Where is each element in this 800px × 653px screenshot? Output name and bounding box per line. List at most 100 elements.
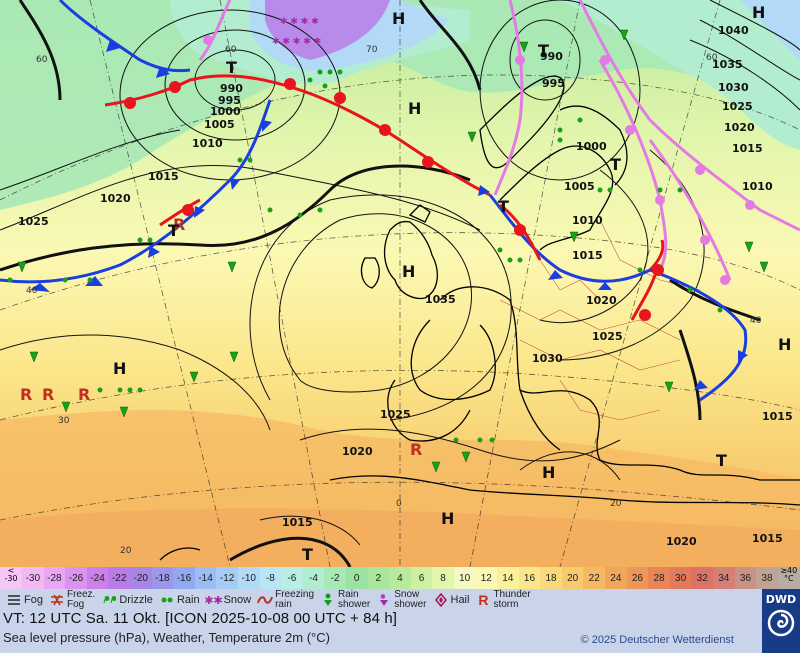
fog-icon (6, 593, 22, 607)
svg-text:20: 20 (610, 499, 622, 509)
scale-cell: 6 (410, 567, 433, 589)
legend-freezing-rain: Freezing rain (257, 590, 314, 610)
hail-icon (433, 593, 449, 607)
scale-cell: -18 (151, 567, 174, 589)
svg-text:60: 60 (225, 45, 237, 55)
low-center: T (610, 155, 621, 174)
isobars (0, 0, 800, 546)
svg-text:40: 40 (750, 316, 762, 326)
legend-rain: Rain (159, 593, 200, 607)
isobar-label-1020e: 1020 (666, 535, 697, 548)
svg-text:30: 30 (58, 416, 70, 426)
scale-cell: 24 (605, 567, 627, 589)
scale-cell: 22 (583, 567, 606, 589)
scale-cell: -26 (65, 567, 87, 589)
isobar-label-1025b: 1025 (380, 408, 411, 421)
scale-cell: -10 (237, 567, 260, 589)
svg-text:✱ ✱ ✱ ✱ ✱: ✱ ✱ ✱ ✱ ✱ (272, 37, 321, 47)
info-panel: VT: 12 UTC Sa. 11 Okt. [ICON 2025-10-08 … (0, 610, 762, 653)
rain-shower-icon (320, 593, 336, 607)
legend-snow: ✱✱ Snow (204, 594, 252, 607)
weather-legend: Fog Freez. Fog Drizzle Rain ✱✱ Snow Freez… (0, 589, 762, 611)
legend-thunderstorm: R Thunder storm (475, 590, 530, 610)
copyright: © 2025 Deutscher Wetterdienst (580, 634, 734, 646)
isobar-label-1035b: 1035 (712, 58, 743, 71)
isobar-label-1015d: 1015 (732, 142, 763, 155)
weather-symbols: ✱ ✱ ✱ ✱ ✱ ✱ ✱ ✱ ✱ R R RRR (7, 17, 769, 473)
isobar-label-1020c: 1020 (586, 294, 617, 307)
low-center: T (498, 197, 509, 216)
scale-cell: -24 (86, 567, 109, 589)
scale-cell: -8 (259, 567, 282, 589)
svg-text:R: R (20, 385, 32, 404)
legend-drizzle: Drizzle (101, 593, 153, 607)
svg-text:70: 70 (366, 45, 378, 55)
scale-cell: -12 (216, 567, 238, 589)
scale-cell: -30 (22, 567, 44, 589)
isobar-label-1010: 1010 (192, 137, 223, 150)
pressure-centers: H H H H H H H H T T T T T T T (113, 3, 791, 564)
legend-hail: Hail (433, 593, 469, 607)
scale-cell: -20 (129, 567, 152, 589)
dwd-swirl-icon (767, 609, 795, 637)
scale-cell: -6 (281, 567, 303, 589)
scale-cell: 18 (540, 567, 562, 589)
temperature-scale: < -30 -30 -28 -26 -24 -22 -20 -18 -16 -14 -12 -10 -8… (0, 567, 800, 589)
isobar-label-990: 990 (220, 82, 243, 95)
main-isobars (0, 0, 761, 567)
high-center: H (392, 9, 405, 28)
svg-text:60: 60 (36, 55, 48, 65)
thunderstorm-icon: R (478, 592, 489, 608)
drizzle-icon (101, 593, 117, 607)
scale-cell: -2 (324, 567, 346, 589)
scale-cell: 16 (518, 567, 541, 589)
legend-rain-shower: Rain shower (320, 590, 370, 610)
svg-text:60: 60 (706, 53, 718, 63)
scale-cell: 2 (367, 567, 390, 589)
high-center: H (113, 359, 126, 378)
high-center: H (752, 3, 765, 22)
isobar-label-1015e: 1015 (762, 410, 793, 423)
scale-cell: 34 (713, 567, 735, 589)
map-description: Sea level pressure (hPa), Weather, Tempe… (3, 630, 330, 645)
high-center: H (441, 509, 454, 528)
legend-fog: Fog (6, 593, 43, 607)
map-canvas: ✱ ✱ ✱ ✱ ✱ ✱ ✱ ✱ ✱ R R RRR 990 995 1000 100… (0, 0, 800, 567)
isobar-label-1025: 1025 (18, 215, 49, 228)
freezing-fog-icon (49, 593, 65, 607)
scale-high-end: ≥40 °C (777, 567, 800, 589)
isobar-label-1020b: 1020 (342, 445, 373, 458)
scale-cell: 8 (432, 567, 454, 589)
isobar-label-1015: 1015 (148, 170, 179, 183)
valid-time: VT: 12 UTC Sa. 11 Okt. [ICON 2025-10-08 … (3, 610, 398, 627)
fronts (0, 0, 800, 402)
graticule (0, 0, 800, 567)
isobar-label-1000: 1000 (210, 105, 241, 118)
scale-cell: 32 (691, 567, 713, 589)
snow-shower-icon: ✱ (376, 593, 392, 607)
isobar-label-1030b: 1030 (718, 81, 749, 94)
scale-cell: 14 (497, 567, 519, 589)
scale-cell: -28 (43, 567, 66, 589)
low-center: T (168, 221, 179, 240)
isobar-label-1035: 1035 (425, 293, 456, 306)
scale-cell: 36 (734, 567, 757, 589)
svg-text:0: 0 (396, 499, 402, 509)
low-center: T (538, 41, 549, 60)
low-center: T (226, 58, 237, 77)
scale-cell: -16 (173, 567, 195, 589)
scale-cell: -22 (108, 567, 130, 589)
isobar-label-1030: 1030 (532, 352, 563, 365)
latitude-labels: 60 60 70 40 30 20 0 20 40 60 (26, 45, 762, 556)
isobar-label-995: 995 (218, 94, 241, 107)
svg-text:R: R (410, 440, 422, 459)
snow-icon: ✱✱ (204, 594, 223, 607)
scale-cell: 28 (648, 567, 670, 589)
dwd-logo: DWD (762, 589, 800, 653)
scale-cell: 12 (475, 567, 498, 589)
scale-cell: 30 (669, 567, 692, 589)
svg-text:R: R (173, 215, 185, 234)
scale-cell: -4 (302, 567, 325, 589)
scale-cell: 20 (561, 567, 584, 589)
